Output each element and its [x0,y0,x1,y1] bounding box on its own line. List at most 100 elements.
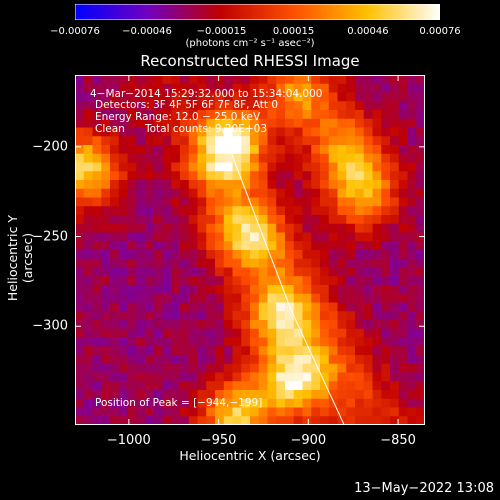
heatmap-cell [258,355,268,365]
heatmap-cell [372,416,382,425]
heatmap-cell [75,293,85,303]
heatmap-cell [223,302,233,312]
colorbar-tick-label: 0.00076 [419,26,461,37]
heatmap-cell [328,398,338,408]
heatmap-cell [118,355,128,365]
heatmap-cell [101,153,111,163]
heatmap-cell [398,337,408,347]
heatmap-cell [372,381,382,391]
heatmap-cell [381,407,391,417]
heatmap-cell [285,407,295,417]
heatmap-cell [267,355,277,365]
heatmap-cell [180,188,190,198]
heatmap-cell [127,127,137,137]
heatmap-cell [372,206,382,216]
heatmap-cell [390,328,400,338]
heatmap-cell [337,302,347,312]
heatmap-cell [215,153,225,163]
heatmap-cell [223,206,233,216]
heatmap-cell [337,75,347,85]
heatmap-cell [171,407,181,417]
heatmap-cell [232,188,242,198]
heatmap-cell [153,320,163,330]
heatmap-cell [145,328,155,338]
heatmap-cell [145,250,155,260]
heatmap-cell [162,258,172,268]
heatmap-cell [171,206,181,216]
heatmap-cell [223,416,233,425]
heatmap-cell [118,276,128,286]
heatmap-cell [171,127,181,137]
heatmap-cell [267,285,277,295]
heatmap-cell [372,101,382,111]
heatmap-cell [197,416,207,425]
heatmap-cell [250,83,260,93]
heatmap-cell [416,337,425,347]
heatmap-cell [153,188,163,198]
heatmap-cell [372,118,382,128]
heatmap-cell [250,92,260,102]
heatmap-cell [118,346,128,356]
heatmap-cell [250,127,260,137]
heatmap-cell [398,311,408,321]
heatmap-cell [241,337,251,347]
heatmap-cell [381,381,391,391]
heatmap-cell [346,232,356,242]
heatmap-cell [320,145,330,155]
heatmap-cell [416,127,425,137]
heatmap-cell [302,381,312,391]
heatmap-cell [153,180,163,190]
heatmap-cell [92,346,102,356]
heatmap-cell [363,337,373,347]
heatmap-cell [110,136,120,146]
heatmap-cell [398,276,408,286]
heatmap-cell [145,180,155,190]
heatmap-cell [241,180,251,190]
heatmap-cell [302,223,312,233]
heatmap-cell [206,127,216,137]
heatmap-cell [407,372,417,382]
heatmap-cell [293,258,303,268]
heatmap-cell [171,337,181,347]
heatmap-cell [407,188,417,198]
heatmap-cell [206,302,216,312]
heatmap-cell [372,276,382,286]
heatmap-cell [145,215,155,225]
heatmap-cell [302,363,312,373]
heatmap-cell [110,197,120,207]
heatmap-cell [346,180,356,190]
heatmap-cell [381,276,391,286]
heatmap-cell [320,83,330,93]
heatmap-cell [162,110,172,120]
heatmap-cell [215,162,225,172]
heatmap-cell [127,215,137,225]
heatmap-cell [215,197,225,207]
heatmap-cell [206,311,216,321]
heatmap-cell [188,223,198,233]
heatmap-cell [346,398,356,408]
heatmap-cell [197,206,207,216]
heatmap-cell [241,258,251,268]
heatmap-cell [127,206,137,216]
heatmap-cell [311,197,321,207]
heatmap-cell [381,162,391,172]
heatmap-cell [302,346,312,356]
heatmap-cell [206,101,216,111]
heatmap-cell [276,293,286,303]
heatmap-cell [276,407,286,417]
heatmap-cell [363,285,373,295]
heatmap-cell [293,337,303,347]
heatmap-cell [223,101,233,111]
heatmap-cell [241,363,251,373]
heatmap-cell [110,215,120,225]
heatmap-cell [180,206,190,216]
heatmap-cell [83,276,93,286]
heatmap-cell [311,136,321,146]
heatmap-cell [320,171,330,181]
heatmap-cell [398,180,408,190]
heatmap-cell [328,363,338,373]
heatmap-cell [416,328,425,338]
heatmap-cell [276,206,286,216]
heatmap-cell [407,293,417,303]
heatmap-cell [363,223,373,233]
